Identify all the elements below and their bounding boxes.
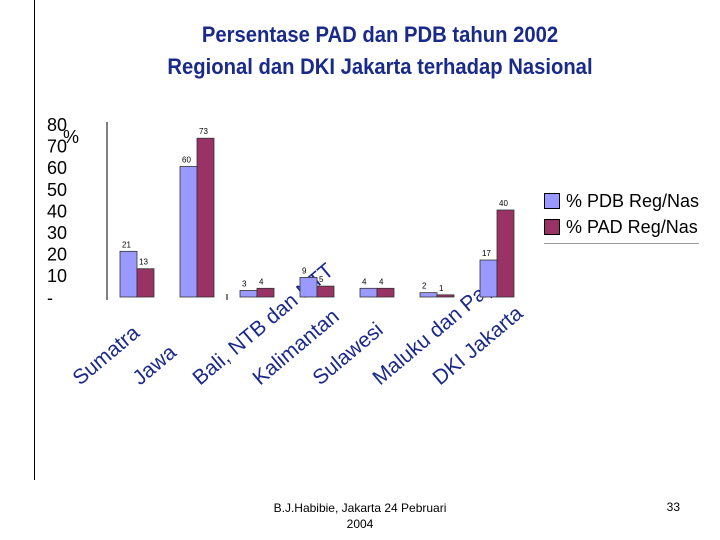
y-tick-label: 10 (47, 266, 67, 286)
bar-data-label: 4 (379, 277, 384, 286)
y-tick-label: 40 (47, 201, 67, 221)
bar-pad (256, 287, 275, 298)
legend-item-pdb: % PDB Reg/Nas (544, 188, 699, 214)
slide-left-rule (34, 0, 35, 480)
bar-pad (376, 287, 395, 298)
bar-data-label: 5 (319, 275, 324, 284)
y-tick-label: 70 (47, 137, 67, 157)
bar-data-label: 21 (122, 240, 131, 249)
bar-data-label: 4 (362, 277, 367, 286)
bar-data-label: 9 (302, 266, 307, 275)
bar-pad (136, 268, 155, 298)
category-label: Jawa (128, 340, 181, 389)
bar-pdb (119, 250, 138, 298)
bar-data-label: 4 (259, 277, 264, 286)
legend-swatch-pad (544, 219, 560, 235)
footer-credit-line2: 2004 (346, 517, 374, 531)
bar-pdb (299, 277, 318, 298)
bar-data-label: 1 (439, 284, 444, 293)
bar-pdb (359, 287, 378, 298)
bar-data-label: 13 (139, 258, 148, 267)
y-tick-label: - (47, 288, 53, 308)
bar-pdb (419, 292, 438, 298)
bar-data-label: 73 (199, 127, 208, 136)
bar-pad (316, 285, 335, 298)
y-tick-label: 60 (47, 158, 67, 178)
y-axis-unit-label: % (63, 127, 79, 147)
footer-credit-line1: B.J.Habibie, Jakarta 24 Pebruari (273, 501, 447, 515)
bar-pad (436, 294, 455, 298)
y-tick-label: 50 (47, 180, 67, 200)
y-tick-label: 30 (47, 223, 67, 243)
page-number: 33 (666, 500, 680, 514)
bar-pad (496, 209, 515, 298)
footer-credit: B.J.Habibie, Jakarta 24 Pebruari 2004 (240, 500, 480, 532)
bar-pdb (179, 166, 198, 298)
bar-pad (196, 137, 215, 298)
category-label: Sumatra (68, 321, 144, 390)
bar-data-label: 40 (499, 199, 508, 208)
chart-title-line2: Regional dan DKI Jakarta terhadap Nasion… (167, 54, 593, 79)
legend-label-pad: % PAD Reg/Nas (566, 216, 698, 237)
chart-title-line1: Persentase PAD dan PDB tahun 2002 (201, 22, 559, 47)
bar-data-label: 2 (422, 282, 427, 291)
chart-legend: % PDB Reg/Nas % PAD Reg/Nas (544, 188, 700, 244)
y-tick-label: 20 (47, 245, 67, 265)
bar-data-label: 60 (182, 156, 191, 165)
bar-data-label: 3 (242, 279, 247, 288)
bar-data-label: 17 (482, 249, 491, 258)
y-tick-label: 80 (47, 115, 67, 135)
legend-item-pad: % PAD Reg/Nas (544, 214, 699, 240)
legend-label-pdb: % PDB Reg/Nas (566, 190, 700, 211)
bar-pdb (239, 290, 258, 298)
bar-pdb (479, 259, 498, 298)
legend-swatch-pdb (544, 193, 560, 209)
